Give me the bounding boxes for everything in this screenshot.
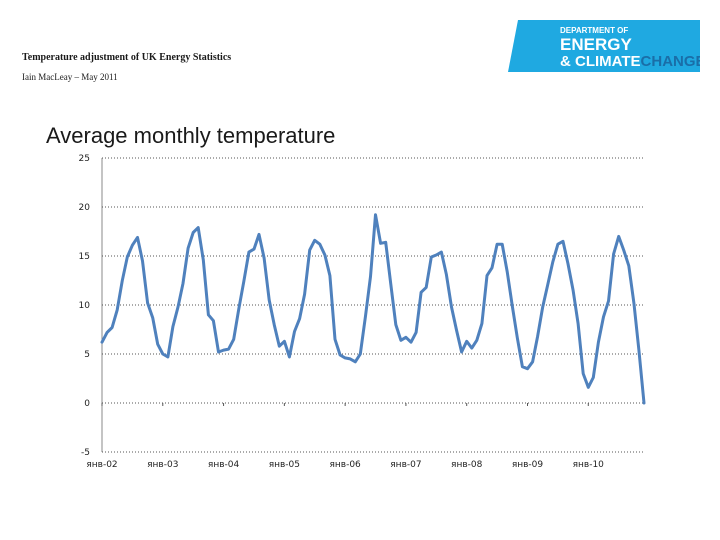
y-tick-label: 10 (79, 301, 91, 311)
department-logo: DEPARTMENT OF ENERGY & CLIMATECHANGE (508, 20, 700, 72)
logo-line2: ENERGY (560, 35, 632, 54)
y-tick-label: -5 (81, 448, 90, 458)
x-tick-label: янв-05 (269, 460, 300, 470)
logo-banner (508, 20, 700, 72)
y-tick-label: 0 (84, 399, 90, 409)
x-tick-label: янв-09 (512, 460, 544, 470)
document-subtitle: Iain MacLeay – May 2011 (22, 72, 118, 82)
x-tick-label: янв-06 (329, 460, 361, 470)
logo-climate: & CLIMATE (560, 53, 641, 70)
logo-change: CHANGE (641, 53, 700, 70)
y-tick-label: 15 (79, 252, 90, 262)
x-tick-label: янв-02 (86, 460, 117, 470)
x-tick-label: янв-04 (208, 460, 240, 470)
logo-line1: DEPARTMENT OF (560, 26, 628, 35)
y-tick-label: 5 (84, 350, 90, 360)
logo-line3: & CLIMATECHANGE (560, 53, 700, 70)
x-tick-label: янв-08 (451, 460, 483, 470)
x-tick-label: янв-07 (390, 460, 421, 470)
document-title: Temperature adjustment of UK Energy Stat… (22, 52, 232, 63)
y-tick-label: 25 (79, 154, 90, 164)
x-tick-label: янв-10 (573, 460, 605, 470)
chart-title: Average monthly temperature (46, 123, 336, 148)
x-tick-label: янв-03 (147, 460, 178, 470)
y-tick-label: 20 (79, 203, 91, 213)
temperature-series-line (100, 213, 646, 405)
